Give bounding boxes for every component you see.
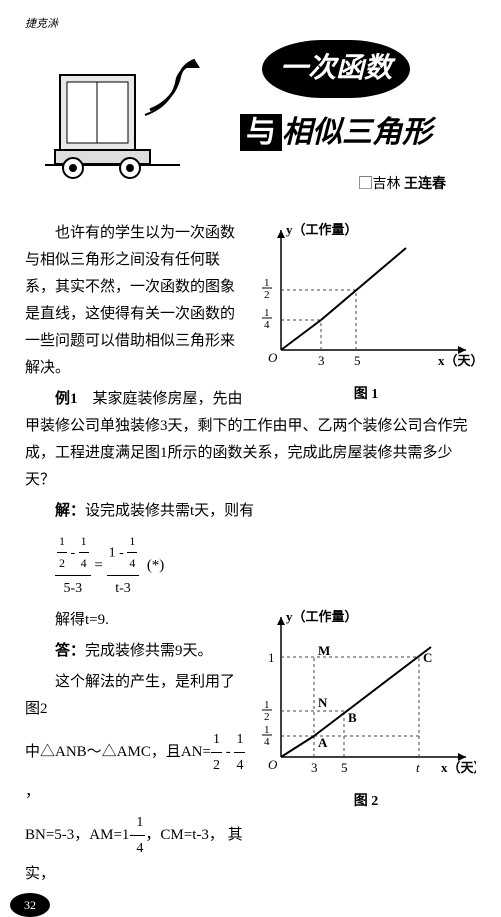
author-line: ▢吉林 王连春 xyxy=(206,172,466,197)
title-line-2: 与相似三角形 xyxy=(206,106,466,160)
svg-text:y（工作量）: y（工作量） xyxy=(286,222,358,237)
svg-text:M: M xyxy=(318,643,330,658)
truck-illustration xyxy=(25,50,205,190)
magazine-logo: 捷克㳤 xyxy=(25,15,476,35)
svg-text:N: N xyxy=(318,695,328,710)
svg-text:C: C xyxy=(423,650,432,665)
svg-text:O: O xyxy=(268,350,278,365)
svg-text:O: O xyxy=(268,757,278,772)
solution-line-1: 解：设完成装修共需t天，则有 xyxy=(25,498,476,525)
svg-text:3: 3 xyxy=(318,353,325,368)
svg-text:x（天）: x（天） xyxy=(441,760,476,775)
svg-text:4: 4 xyxy=(264,319,270,331)
svg-text:t: t xyxy=(416,760,420,775)
svg-text:x（天）: x（天） xyxy=(438,353,476,368)
figure-1: y（工作量） x（天） O 3 5 14 12 图 1 xyxy=(256,220,476,407)
figure-2: y（工作量） x（天） O 3 5 t 14 12 1 A B C xyxy=(256,607,476,814)
svg-text:2: 2 xyxy=(264,711,270,723)
explanation-3: BN=5-3，AM=1-14，CM=t-3， 其实， xyxy=(25,810,476,888)
header-block: 一次函数 与相似三角形 ▢吉林 王连春 xyxy=(25,40,476,210)
svg-text:B: B xyxy=(348,710,357,725)
svg-text:2: 2 xyxy=(264,289,270,301)
figure-2-caption: 图 2 xyxy=(256,789,476,814)
svg-text:A: A xyxy=(318,735,328,750)
svg-text:5: 5 xyxy=(341,760,348,775)
svg-text:y（工作量）: y（工作量） xyxy=(286,609,358,624)
svg-text:1: 1 xyxy=(264,277,270,289)
page-number: 32 xyxy=(10,893,50,917)
svg-text:1: 1 xyxy=(268,650,275,665)
svg-text:1: 1 xyxy=(264,307,270,319)
svg-text:5: 5 xyxy=(354,353,361,368)
svg-text:3: 3 xyxy=(311,760,318,775)
figure-1-caption: 图 1 xyxy=(256,382,476,407)
title-line-1: 一次函数 xyxy=(206,40,466,106)
svg-text:1: 1 xyxy=(264,699,270,711)
svg-text:1: 1 xyxy=(264,724,270,736)
equation-star: 12 - 14 5-3 = 1 - 14 t-3 (*) xyxy=(55,531,476,601)
svg-text:4: 4 xyxy=(264,736,270,748)
